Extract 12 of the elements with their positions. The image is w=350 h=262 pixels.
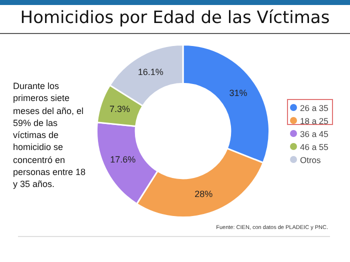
data-label: 7.3% (110, 104, 130, 114)
legend-label: 46 a 55 (300, 142, 328, 152)
legend-label: 18 a 25 (300, 116, 328, 126)
legend-label: Otros (300, 154, 321, 164)
data-label: 28% (194, 189, 213, 200)
data-label: 31% (229, 88, 248, 98)
chart-title: Homicidios por Edad de las Víctimas (0, 8, 350, 34)
data-label: 16.1% (138, 67, 164, 78)
data-label: 17.6% (110, 154, 136, 165)
legend-label: 26 a 35 (300, 102, 328, 112)
text: Durante los primeros siete meses del año, el 59% de las víctimas de homicidio se concentró en personas entre 18 y 35 años. (13, 81, 86, 190)
legend-label: 36 a 45 (300, 128, 328, 138)
